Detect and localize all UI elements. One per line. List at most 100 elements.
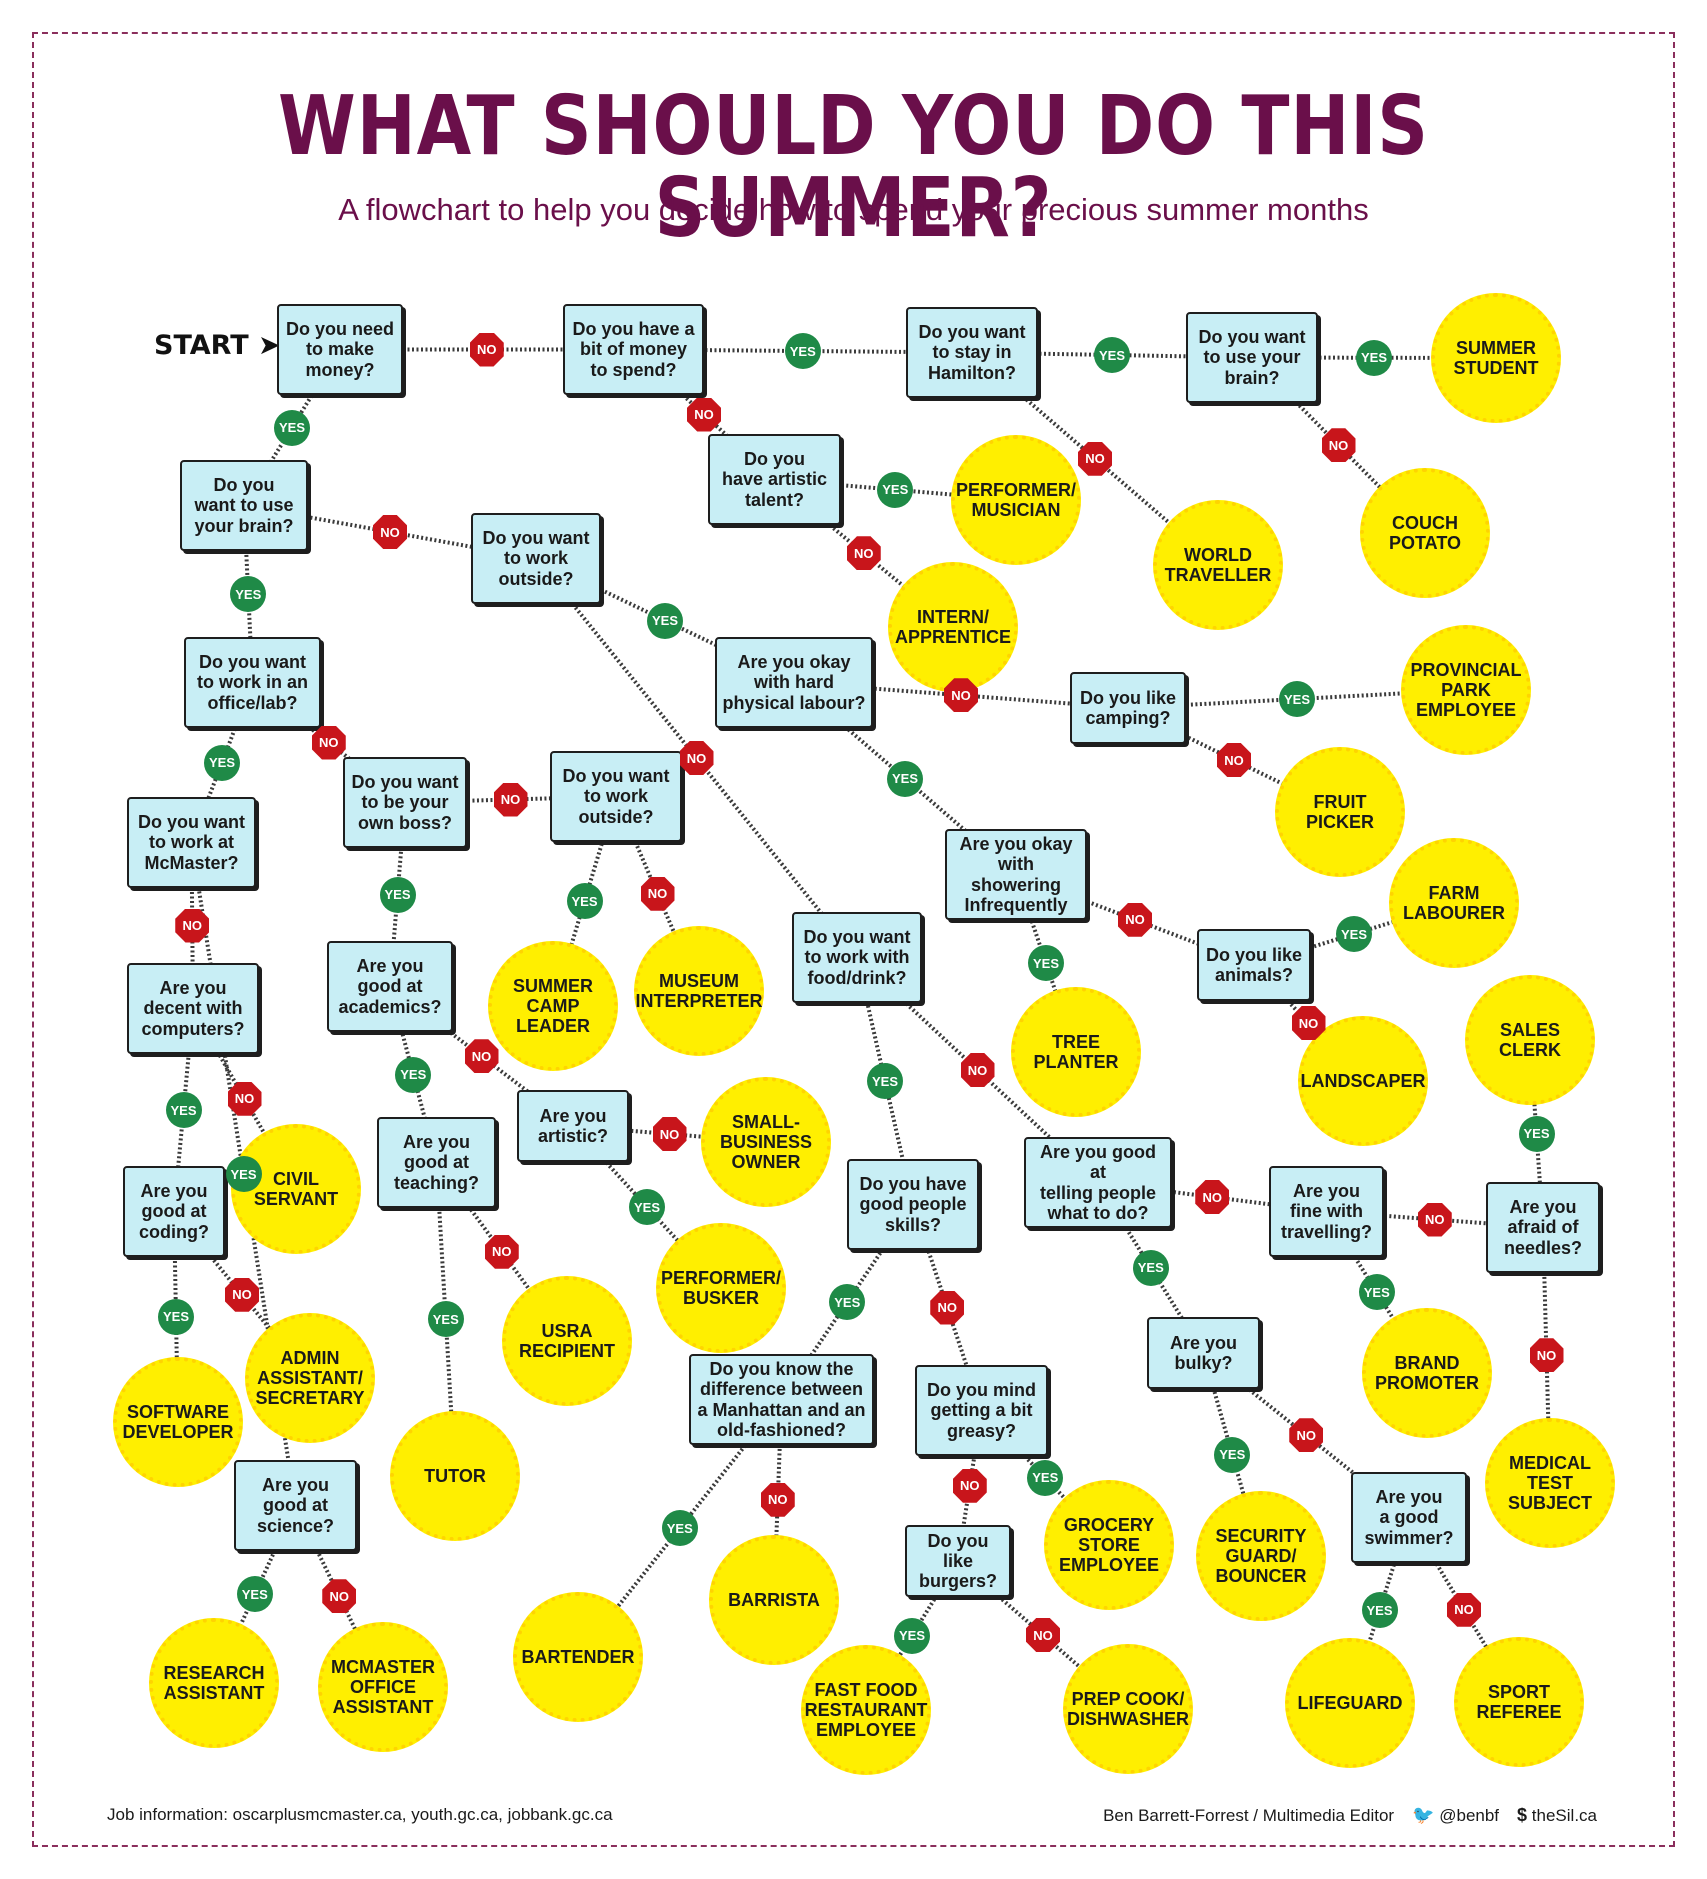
yes-badge-q9-r6: YES bbox=[1279, 681, 1315, 717]
no-badge-q20-r19: NO bbox=[484, 1234, 519, 1269]
result-r3: COUCH POTATO bbox=[1360, 468, 1490, 598]
no-badge-q24-q25: NO bbox=[1417, 1202, 1452, 1237]
yes-badge-q20-r20: YES bbox=[427, 1301, 464, 1338]
result-r19: USRA RECIPIENT bbox=[502, 1276, 632, 1406]
result-r17: ADMIN ASSISTANT/ SECRETARY bbox=[245, 1313, 375, 1443]
page-title: WHAT SHOULD YOU DO THIS SUMMER? bbox=[278, 79, 1429, 256]
no-badge-q19-r15: NO bbox=[652, 1117, 687, 1151]
yes-badge-q22-q27: YES bbox=[829, 1284, 866, 1320]
twitter-bird-icon: 🐦 bbox=[1412, 1805, 1435, 1825]
question-q10: Do you want to work in an office/lab? bbox=[184, 637, 321, 728]
question-q15: Do you want to work with food/drink? bbox=[792, 912, 922, 1003]
result-r22: MEDICAL TEST SUBJECT bbox=[1485, 1418, 1615, 1548]
no-badge-q16-r12: NO bbox=[1291, 1006, 1326, 1040]
yes-badge-q11-q18: YES bbox=[379, 876, 416, 913]
question-q11: Do you want to be your own boss? bbox=[343, 757, 467, 848]
no-badge-q23-q24: NO bbox=[1195, 1180, 1230, 1214]
result-r15: SMALL- BUSINESS OWNER bbox=[701, 1077, 831, 1207]
result-r23: GROCERY STORE EMPLOYEE bbox=[1044, 1480, 1174, 1610]
result-r2: PERFORMER/ MUSICIAN bbox=[951, 435, 1081, 565]
question-q20: Are you good at teaching? bbox=[377, 1117, 496, 1208]
question-q1: Do you need to make money? bbox=[277, 304, 403, 395]
site-link[interactable]: $ theSil.ca bbox=[1517, 1805, 1597, 1826]
question-q25: Are you afraid of needles? bbox=[1486, 1182, 1600, 1273]
twitter-handle-text: @benbf bbox=[1439, 1806, 1500, 1825]
no-badge-q25-r22: NO bbox=[1529, 1338, 1564, 1373]
result-r20: TUTOR bbox=[390, 1411, 520, 1541]
no-badge-q3-r4: NO bbox=[1078, 441, 1112, 476]
result-r8: FARM LABOURER bbox=[1389, 838, 1519, 968]
yes-badge-q8-q14: YES bbox=[887, 760, 923, 797]
yes-badge-q18-q20: YES bbox=[395, 1056, 432, 1093]
question-q5: Do you have artistic talent? bbox=[708, 434, 841, 525]
result-r26: BARTENDER bbox=[513, 1592, 643, 1722]
question-q7: Do you want to work outside? bbox=[471, 513, 601, 604]
no-badge-q4-r3: NO bbox=[1321, 428, 1356, 463]
yes-badge-q24-r21: YES bbox=[1358, 1274, 1395, 1311]
question-q31: Are you a good swimmer? bbox=[1351, 1472, 1467, 1563]
no-badge-q6-q7: NO bbox=[373, 515, 407, 549]
page-subtitle: A flowchart to help you decide how to sp… bbox=[338, 192, 1369, 227]
result-r10: MUSEUM INTERPRETER bbox=[634, 926, 764, 1056]
yes-badge-q28-r23: YES bbox=[1027, 1459, 1064, 1496]
no-badge-q26-q31: NO bbox=[1289, 1418, 1324, 1453]
question-q4: Do you want to use your brain? bbox=[1186, 312, 1318, 403]
question-q30: Do you like burgers? bbox=[905, 1525, 1011, 1597]
no-badge-q29-r28: NO bbox=[322, 1579, 357, 1614]
yes-badge-q19-r16: YES bbox=[629, 1189, 665, 1225]
no-badge-q9-r7: NO bbox=[1217, 743, 1251, 777]
result-r28: MCMASTER OFFICE ASSISTANT bbox=[318, 1622, 448, 1752]
no-badge-q13-q17: NO bbox=[175, 908, 210, 943]
yes-badge-q5-r2: YES bbox=[877, 471, 914, 508]
dashed-border bbox=[32, 32, 1675, 1847]
no-badge-q18-q19: NO bbox=[464, 1039, 499, 1074]
result-r18: SOFTWARE DEVELOPER bbox=[113, 1357, 243, 1487]
result-r5: INTERN/ APPRENTICE bbox=[888, 562, 1018, 692]
result-r27: RESEARCH ASSISTANT bbox=[149, 1618, 279, 1748]
no-badge-q27-r25: NO bbox=[760, 1482, 795, 1517]
no-badge-q10-q11: NO bbox=[311, 725, 346, 760]
result-r9: SUMMER CAMP LEADER bbox=[488, 941, 618, 1071]
no-badge-q2-q5: NO bbox=[687, 397, 721, 432]
footer-source: Job information: oscarplusmcmaster.ca, y… bbox=[107, 1805, 613, 1824]
yes-badge-q30-r29: YES bbox=[894, 1617, 930, 1654]
question-q17: Are you decent with computers? bbox=[127, 963, 259, 1054]
yes-badge-q3-q4: YES bbox=[1094, 337, 1130, 373]
yes-badge-q12-r9: YES bbox=[566, 883, 603, 920]
question-q24: Are you fine with travelling? bbox=[1269, 1166, 1384, 1257]
yes-badge-q23-q26: YES bbox=[1132, 1249, 1169, 1286]
no-badge-q7-q15: NO bbox=[679, 741, 714, 775]
result-r7: FRUIT PICKER bbox=[1275, 747, 1405, 877]
sil-logo-icon: $ bbox=[1517, 1805, 1528, 1825]
yes-badge-q13-q29: YES bbox=[225, 1156, 262, 1192]
no-badge-q15-q23: NO bbox=[960, 1053, 995, 1087]
question-q12: Do you want to work outside? bbox=[550, 751, 682, 842]
result-r11: TREE PLANTER bbox=[1011, 987, 1141, 1117]
no-badge-q21-r17: NO bbox=[225, 1277, 259, 1312]
result-r4: WORLD TRAVELLER bbox=[1153, 500, 1283, 630]
question-q26: Are you bulky? bbox=[1147, 1317, 1260, 1389]
twitter-handle[interactable]: 🐦 @benbf bbox=[1412, 1805, 1499, 1826]
yes-badge-q14-r11: YES bbox=[1028, 945, 1064, 982]
no-badge-q12-r10: NO bbox=[640, 876, 675, 911]
question-q13: Do you want to work at McMaster? bbox=[127, 797, 256, 888]
result-r13: SALES CLERK bbox=[1465, 975, 1595, 1105]
no-badge-q22-q28: NO bbox=[930, 1290, 965, 1325]
question-q27: Do you know the difference between a Man… bbox=[689, 1354, 874, 1445]
yes-badge-q17-q21: YES bbox=[165, 1092, 202, 1128]
question-q29: Are you good at science? bbox=[234, 1460, 357, 1551]
no-badge-q28-q30: NO bbox=[952, 1468, 987, 1503]
footer-credit: Ben Barrett-Forrest / Multimedia Editor bbox=[1103, 1805, 1395, 1825]
yes-badge-q27-r26: YES bbox=[661, 1510, 698, 1547]
yes-badge-q21-r18: YES bbox=[158, 1298, 194, 1335]
question-q18: Are you good at academics? bbox=[327, 941, 453, 1032]
no-badge-q17-r14: NO bbox=[227, 1081, 262, 1116]
yes-badge-q4-r1: YES bbox=[1356, 339, 1392, 376]
question-q19: Are you artistic? bbox=[517, 1090, 629, 1162]
result-r21: BRAND PROMOTER bbox=[1362, 1308, 1492, 1438]
no-badge-q5-r5: NO bbox=[846, 536, 881, 571]
question-q28: Do you mind getting a bit greasy? bbox=[915, 1365, 1048, 1456]
result-r30: PREP COOK/ DISHWASHER bbox=[1063, 1644, 1193, 1774]
yes-badge-q25-r13: YES bbox=[1518, 1115, 1555, 1152]
